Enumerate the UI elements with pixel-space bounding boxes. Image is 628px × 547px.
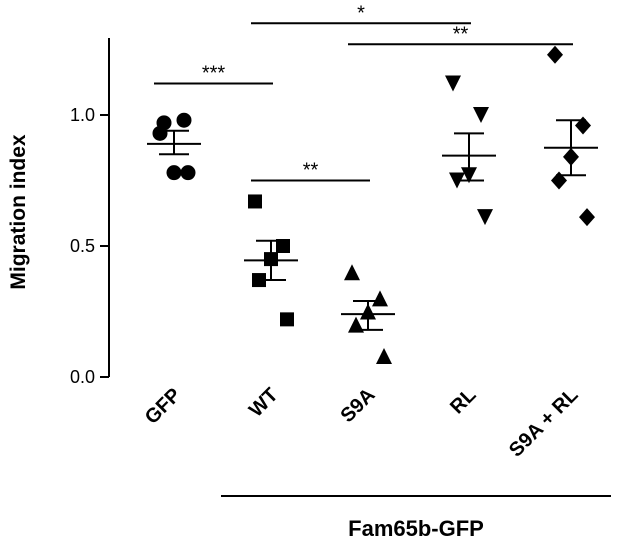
data-point — [579, 208, 595, 227]
data-point — [376, 348, 392, 365]
group-bracket: Fam65b-GFP — [221, 495, 611, 541]
significance-label: ** — [303, 160, 319, 182]
category-label: WT — [245, 384, 283, 422]
data-point — [372, 290, 388, 307]
data-point — [280, 312, 294, 327]
category-labels: GFP WT S9A RL S9A + RL — [141, 384, 583, 462]
group-bracket-label: Fam65b-GFP — [348, 516, 484, 541]
data-point — [180, 165, 196, 181]
data-point — [344, 264, 360, 281]
category-label: S9A — [336, 384, 379, 427]
data-point — [152, 125, 168, 141]
data-point — [166, 165, 182, 181]
y-tick-label: 0.0 — [70, 367, 95, 387]
y-tick-label: 1.0 — [70, 105, 95, 125]
data-point — [445, 75, 461, 92]
data-point — [473, 107, 489, 123]
significance-label: *** — [202, 63, 226, 85]
significance-label: * — [357, 2, 365, 24]
data-point — [575, 116, 591, 135]
y-ticks: 0.0 0.5 1.0 — [70, 105, 109, 387]
y-axis-title: Migration index — [7, 134, 30, 289]
y-tick-label: 0.5 — [70, 236, 95, 256]
category-label: S9A + RL — [505, 384, 583, 462]
data-points — [152, 45, 595, 365]
significance-brackets: ******** — [154, 2, 573, 182]
data-point — [176, 112, 192, 128]
data-point — [248, 194, 262, 209]
category-label: GFP — [141, 384, 186, 429]
significance-label: ** — [453, 23, 469, 45]
data-point — [477, 209, 493, 226]
data-point — [276, 239, 290, 253]
data-point — [551, 171, 567, 190]
category-label: RL — [446, 384, 480, 418]
mean-sem-bars — [147, 119, 598, 331]
data-point — [547, 45, 563, 64]
data-point — [348, 316, 364, 333]
